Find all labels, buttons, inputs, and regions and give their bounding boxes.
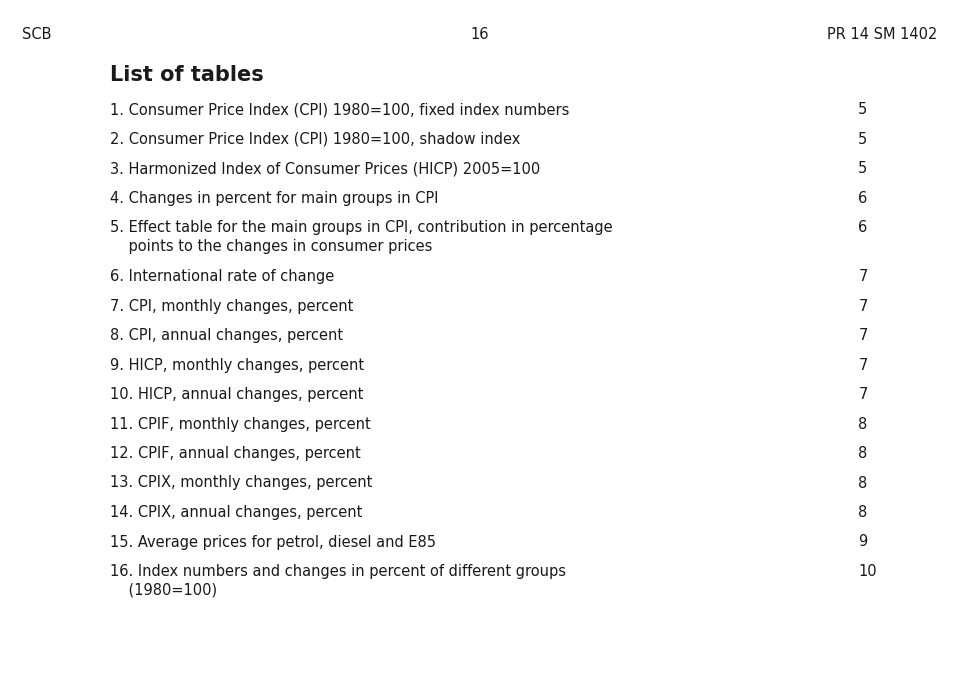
Text: 1. Consumer Price Index (CPI) 1980=100, fixed index numbers: 1. Consumer Price Index (CPI) 1980=100, … (110, 102, 570, 117)
Text: 12. CPIF, annual changes, percent: 12. CPIF, annual changes, percent (110, 446, 361, 461)
Text: 7. CPI, monthly changes, percent: 7. CPI, monthly changes, percent (110, 298, 354, 313)
Text: SCB: SCB (22, 27, 52, 42)
Text: 7: 7 (858, 269, 868, 284)
Text: 5: 5 (858, 161, 868, 176)
Text: 5: 5 (858, 102, 868, 117)
Text: List of tables: List of tables (110, 65, 264, 85)
Text: 7: 7 (858, 387, 868, 402)
Text: 8: 8 (858, 446, 868, 461)
Text: 8: 8 (858, 505, 868, 520)
Text: 7: 7 (858, 328, 868, 343)
Text: 10: 10 (858, 564, 877, 579)
Text: 13. CPIX, monthly changes, percent: 13. CPIX, monthly changes, percent (110, 475, 373, 491)
Text: 8: 8 (858, 416, 868, 431)
Text: 3. Harmonized Index of Consumer Prices (HICP) 2005=100: 3. Harmonized Index of Consumer Prices (… (110, 161, 541, 176)
Text: PR 14 SM 1402: PR 14 SM 1402 (827, 27, 937, 42)
Text: 5: 5 (858, 131, 868, 146)
Text: 10. HICP, annual changes, percent: 10. HICP, annual changes, percent (110, 387, 363, 402)
Text: 6. International rate of change: 6. International rate of change (110, 269, 335, 284)
Text: 6: 6 (858, 220, 868, 235)
Text: 8: 8 (858, 475, 868, 491)
Text: 2. Consumer Price Index (CPI) 1980=100, shadow index: 2. Consumer Price Index (CPI) 1980=100, … (110, 131, 521, 146)
Text: 7: 7 (858, 357, 868, 372)
Text: 11. CPIF, monthly changes, percent: 11. CPIF, monthly changes, percent (110, 416, 371, 431)
Text: 8. CPI, annual changes, percent: 8. CPI, annual changes, percent (110, 328, 343, 343)
Text: 9. HICP, monthly changes, percent: 9. HICP, monthly changes, percent (110, 357, 364, 372)
Text: 16: 16 (470, 27, 489, 42)
Text: 7: 7 (858, 298, 868, 313)
Text: 14. CPIX, annual changes, percent: 14. CPIX, annual changes, percent (110, 505, 363, 520)
Text: 5. Effect table for the main groups in CPI, contribution in percentage
    point: 5. Effect table for the main groups in C… (110, 220, 613, 254)
Text: 4. Changes in percent for main groups in CPI: 4. Changes in percent for main groups in… (110, 190, 439, 205)
Text: 6: 6 (858, 190, 868, 205)
Text: 16. Index numbers and changes in percent of different groups
    (1980=100): 16. Index numbers and changes in percent… (110, 564, 566, 598)
Text: 15. Average prices for petrol, diesel and E85: 15. Average prices for petrol, diesel an… (110, 534, 436, 550)
Text: 9: 9 (858, 534, 868, 550)
